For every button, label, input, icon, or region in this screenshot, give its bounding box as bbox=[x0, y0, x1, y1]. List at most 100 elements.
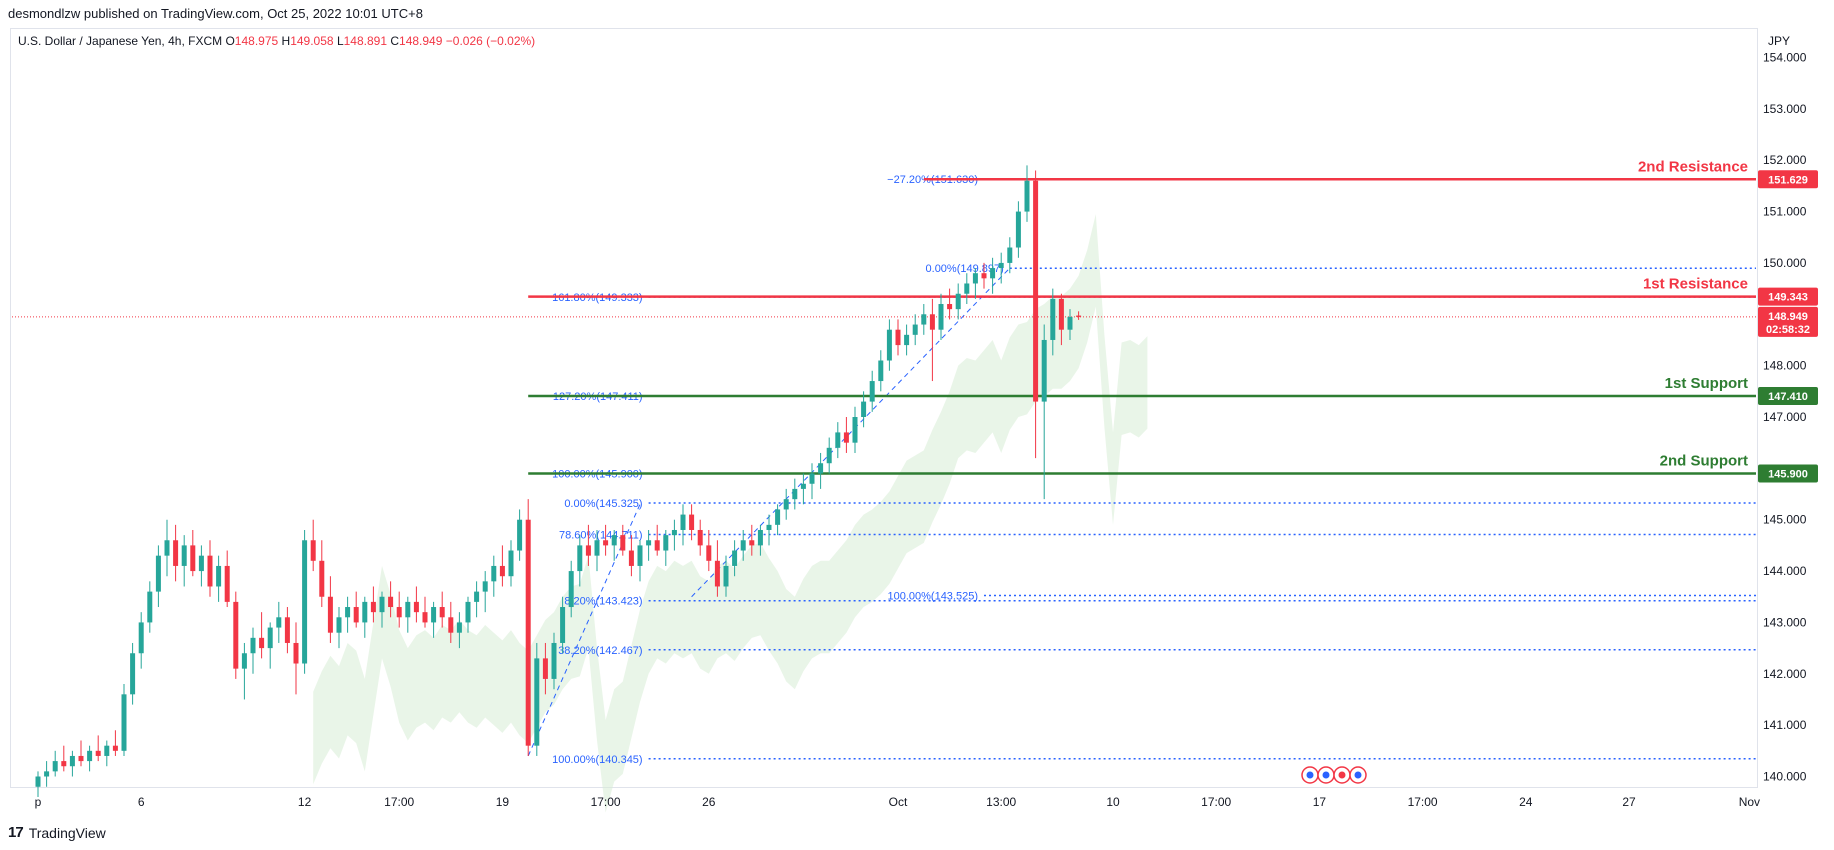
price-badge bbox=[1758, 464, 1818, 483]
candle-body bbox=[912, 324, 918, 335]
candle-body bbox=[267, 627, 273, 649]
candle-body bbox=[1024, 180, 1030, 212]
symbol-ohlc-legend[interactable]: U.S. Dollar / Japanese Yen, 4h, FXCM O14… bbox=[18, 34, 535, 48]
time-axis-tick: 26 bbox=[702, 795, 716, 809]
candle-body bbox=[112, 745, 118, 751]
candle-body bbox=[431, 607, 437, 623]
price-badge-value: 151.629 bbox=[1768, 174, 1808, 186]
candle-body bbox=[52, 761, 58, 772]
price-badge-value: 145.900 bbox=[1768, 468, 1808, 480]
price-badge-value: 147.410 bbox=[1768, 391, 1808, 403]
price-axis-tick: 151.000 bbox=[1763, 205, 1807, 219]
candle-body bbox=[757, 529, 763, 546]
fib-level-label: 161.80%(149.333) bbox=[552, 292, 643, 304]
candle-body bbox=[69, 755, 75, 767]
high-label: H bbox=[281, 34, 291, 48]
candle-body bbox=[284, 617, 290, 643]
candle-body bbox=[87, 750, 93, 762]
candle-body bbox=[319, 560, 325, 597]
last-price-countdown: 02:58:32 bbox=[1766, 324, 1810, 336]
candle-body bbox=[938, 304, 944, 330]
candle-body bbox=[886, 329, 892, 361]
price-axis-tick: 144.000 bbox=[1763, 564, 1807, 578]
jp-flag-icon-mark bbox=[1338, 771, 1346, 779]
candle-body bbox=[35, 776, 41, 787]
low-value: 148.891 bbox=[343, 34, 388, 48]
candle-body bbox=[826, 447, 832, 464]
candle-body bbox=[981, 273, 987, 279]
level-name-label: 1st Resistance bbox=[1643, 276, 1748, 293]
candle-body bbox=[706, 545, 712, 561]
candle-body bbox=[620, 535, 626, 551]
candle-body bbox=[499, 565, 505, 577]
candle-body bbox=[482, 581, 488, 592]
time-axis-tick: Nov bbox=[1739, 795, 1760, 809]
close-label: C bbox=[390, 34, 400, 48]
candle-body bbox=[680, 514, 686, 530]
candle-body bbox=[104, 745, 110, 756]
symbol-name[interactable]: U.S. Dollar / Japanese Yen, 4h, FXCM bbox=[18, 34, 223, 48]
candle-body bbox=[293, 642, 299, 664]
candle-body bbox=[456, 622, 462, 633]
price-axis-tick: 140.000 bbox=[1763, 770, 1807, 784]
candle-body bbox=[646, 540, 652, 546]
candle-body bbox=[577, 545, 583, 572]
fib-level-label: 100.00%(143.525) bbox=[887, 590, 978, 602]
candle-body bbox=[164, 540, 170, 556]
change-value: −0.026 (−0.02%) bbox=[445, 34, 536, 48]
time-axis-tick: 17 bbox=[1313, 795, 1327, 809]
price-axis-tick: 150.000 bbox=[1763, 256, 1807, 270]
candle-body bbox=[259, 637, 265, 649]
open-value: 148.975 bbox=[234, 34, 279, 48]
candle-body bbox=[972, 273, 978, 284]
candle-body bbox=[1033, 180, 1039, 402]
candle-body bbox=[508, 550, 514, 577]
candle-body bbox=[542, 658, 548, 679]
fib-level-label: 8.20%(143.423) bbox=[564, 596, 642, 608]
price-axis-tick: 153.000 bbox=[1763, 102, 1807, 116]
candle-body bbox=[663, 535, 669, 551]
candle-body bbox=[585, 545, 591, 556]
candle-body bbox=[216, 565, 222, 587]
high-value: 149.058 bbox=[290, 34, 334, 48]
candle-body bbox=[947, 304, 953, 310]
candle-body bbox=[895, 329, 901, 346]
candle-body bbox=[1076, 315, 1082, 317]
level-name-label: 1st Support bbox=[1665, 375, 1748, 392]
candle-body bbox=[130, 653, 136, 695]
last-price-value: 148.949 bbox=[1768, 311, 1808, 323]
candle-body bbox=[551, 642, 557, 679]
candle-body bbox=[929, 314, 935, 330]
fib-level-label: 0.00%(145.325) bbox=[564, 498, 642, 510]
candle-body bbox=[792, 488, 798, 500]
candle-body bbox=[474, 591, 480, 602]
candle-body bbox=[843, 432, 849, 443]
candle-body bbox=[276, 617, 282, 628]
candle-body bbox=[121, 694, 127, 751]
candle-body bbox=[611, 535, 617, 546]
price-badge-value: 149.343 bbox=[1768, 292, 1808, 304]
time-axis-tick: 17:00 bbox=[384, 795, 414, 809]
candle-body bbox=[800, 483, 806, 489]
candle-body bbox=[198, 555, 204, 572]
time-axis-tick: 27 bbox=[1622, 795, 1636, 809]
candle-body bbox=[190, 545, 196, 572]
price-badge bbox=[1758, 287, 1818, 306]
candle-body bbox=[439, 607, 445, 618]
candle-body bbox=[413, 601, 419, 613]
price-badge bbox=[1758, 170, 1818, 189]
candle-body bbox=[44, 771, 50, 777]
candle-body bbox=[388, 596, 394, 608]
candle-body bbox=[1007, 247, 1013, 263]
candle-body bbox=[878, 360, 884, 382]
level-name-label: 2nd Support bbox=[1660, 452, 1748, 469]
candle-body bbox=[155, 555, 161, 592]
candle-body bbox=[233, 601, 239, 669]
time-axis-tick: 19 bbox=[496, 795, 510, 809]
candle-body bbox=[1067, 316, 1073, 330]
candle-body bbox=[1041, 339, 1047, 402]
tradingview-footer[interactable]: 17 TradingView bbox=[8, 824, 106, 841]
candle-body bbox=[697, 529, 703, 546]
candle-body bbox=[302, 540, 308, 664]
